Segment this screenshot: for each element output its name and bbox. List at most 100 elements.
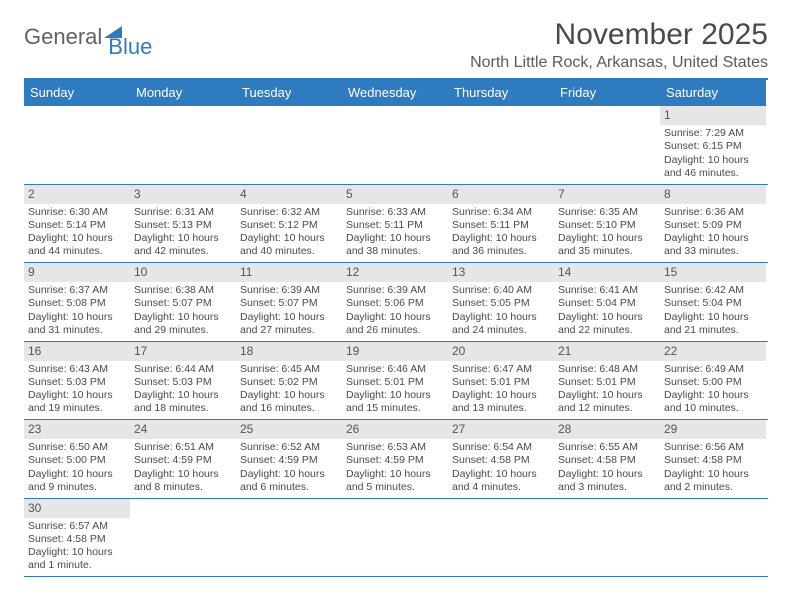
logo-text-blue: Blue bbox=[108, 34, 152, 60]
weeks-container: 1Sunrise: 7:29 AMSunset: 6:15 PMDaylight… bbox=[24, 106, 768, 577]
day-number: 21 bbox=[554, 342, 660, 361]
info-row: Sunrise: 7:29 AMSunset: 6:15 PMDaylight:… bbox=[24, 125, 768, 185]
day-info: Sunrise: 6:40 AMSunset: 5:05 PMDaylight:… bbox=[448, 282, 554, 341]
day-number: 22 bbox=[660, 342, 766, 361]
daylight-text: Daylight: 10 hours and 38 minutes. bbox=[346, 232, 444, 258]
day-number: 27 bbox=[448, 420, 554, 439]
sunset-text: Sunset: 4:59 PM bbox=[240, 454, 338, 467]
daylight-text: Daylight: 10 hours and 10 minutes. bbox=[664, 389, 762, 415]
sunrise-text: Sunrise: 6:53 AM bbox=[346, 441, 444, 454]
sunset-text: Sunset: 5:13 PM bbox=[134, 219, 232, 232]
day-number: 19 bbox=[342, 342, 448, 361]
sunset-text: Sunset: 5:14 PM bbox=[28, 219, 126, 232]
day-number bbox=[342, 499, 448, 518]
daylight-text: Daylight: 10 hours and 12 minutes. bbox=[558, 389, 656, 415]
day-number bbox=[554, 499, 660, 518]
day-number: 25 bbox=[236, 420, 342, 439]
day-number: 13 bbox=[448, 263, 554, 282]
day-info: Sunrise: 6:39 AMSunset: 5:06 PMDaylight:… bbox=[342, 282, 448, 341]
daylight-text: Daylight: 10 hours and 8 minutes. bbox=[134, 468, 232, 494]
day-number: 2 bbox=[24, 185, 130, 204]
daylight-text: Daylight: 10 hours and 33 minutes. bbox=[664, 232, 762, 258]
info-row: Sunrise: 6:30 AMSunset: 5:14 PM Daylight:… bbox=[24, 204, 768, 264]
day-number: 23 bbox=[24, 420, 130, 439]
sunset-text: Sunset: 5:11 PM bbox=[346, 219, 444, 232]
day-number bbox=[554, 106, 660, 125]
sunset-text: Sunset: 5:00 PM bbox=[664, 376, 762, 389]
daylight-text: Daylight: 10 hours and 3 minutes. bbox=[558, 468, 656, 494]
day-number bbox=[24, 106, 130, 125]
daynum-row: 2345678 bbox=[24, 185, 768, 204]
sunset-text: Sunset: 6:15 PM bbox=[664, 140, 762, 153]
sunrise-text: Sunrise: 6:34 AM bbox=[452, 206, 550, 219]
day-info bbox=[236, 518, 342, 577]
sunset-text: Sunset: 5:10 PM bbox=[558, 219, 656, 232]
day-number: 29 bbox=[660, 420, 766, 439]
sunrise-text: Sunrise: 6:32 AM bbox=[240, 206, 338, 219]
sunset-text: Sunset: 5:11 PM bbox=[452, 219, 550, 232]
daylight-text: Daylight: 10 hours and 18 minutes. bbox=[134, 389, 232, 415]
day-number: 9 bbox=[24, 263, 130, 282]
sunrise-text: Sunrise: 6:43 AM bbox=[28, 363, 126, 376]
daylight-text: Daylight: 10 hours and 1 minute. bbox=[28, 546, 126, 572]
sunrise-text: Sunrise: 6:40 AM bbox=[452, 284, 550, 297]
calendar-grid: Sunday Monday Tuesday Wednesday Thursday… bbox=[24, 78, 768, 577]
sunrise-text: Sunrise: 6:36 AM bbox=[664, 206, 762, 219]
sunrise-text: Sunrise: 6:42 AM bbox=[664, 284, 762, 297]
day-info: Sunrise: 6:55 AMSunset: 4:58 PMDaylight:… bbox=[554, 439, 660, 498]
sunset-text: Sunset: 5:03 PM bbox=[134, 376, 232, 389]
day-info: Sunrise: 6:50 AMSunset: 5:00 PMDaylight:… bbox=[24, 439, 130, 498]
daynum-row: 9101112131415 bbox=[24, 263, 768, 282]
sunset-text: Sunset: 5:01 PM bbox=[452, 376, 550, 389]
day-number: 5 bbox=[342, 185, 448, 204]
day-info bbox=[448, 125, 554, 184]
day-number: 7 bbox=[554, 185, 660, 204]
day-info: Sunrise: 7:29 AMSunset: 6:15 PMDaylight:… bbox=[660, 125, 766, 184]
day-info: Sunrise: 6:33 AMSunset: 5:11 PMDaylight:… bbox=[342, 204, 448, 263]
sunrise-text: Sunrise: 6:50 AM bbox=[28, 441, 126, 454]
day-info bbox=[554, 518, 660, 577]
daylight-text: Daylight: 10 hours and 9 minutes. bbox=[28, 468, 126, 494]
day-info: Sunrise: 6:47 AMSunset: 5:01 PMDaylight:… bbox=[448, 361, 554, 420]
brand-logo: General Blue bbox=[24, 24, 152, 50]
daylight-text: Daylight: 10 hours and 31 minutes. bbox=[28, 311, 126, 337]
day-number: 12 bbox=[342, 263, 448, 282]
page-header: General Blue November 2025 North Little … bbox=[24, 18, 768, 72]
daylight-text: Daylight: 10 hours and 35 minutes. bbox=[558, 232, 656, 258]
day-number bbox=[342, 106, 448, 125]
sunrise-text: Sunrise: 6:45 AM bbox=[240, 363, 338, 376]
day-info: Sunrise: 6:38 AMSunset: 5:07 PMDaylight:… bbox=[130, 282, 236, 341]
logo-text-general: General bbox=[24, 24, 102, 50]
day-info: Sunrise: 6:31 AMSunset: 5:13 PMDaylight:… bbox=[130, 204, 236, 263]
day-info bbox=[448, 518, 554, 577]
sunrise-text: Sunrise: 6:30 AM bbox=[28, 206, 126, 219]
sunrise-text: Sunrise: 6:44 AM bbox=[134, 363, 232, 376]
day-header: Thursday bbox=[448, 80, 554, 106]
sunset-text: Sunset: 5:04 PM bbox=[558, 297, 656, 310]
day-info: Sunrise: 6:49 AMSunset: 5:00 PMDaylight:… bbox=[660, 361, 766, 420]
sunrise-text: Sunrise: 6:46 AM bbox=[346, 363, 444, 376]
day-info bbox=[24, 125, 130, 184]
day-number bbox=[236, 106, 342, 125]
daynum-row: 30 bbox=[24, 499, 768, 518]
day-number: 3 bbox=[130, 185, 236, 204]
daylight-text: Daylight: 10 hours and 46 minutes. bbox=[664, 154, 762, 180]
sunrise-text: Sunrise: 7:29 AM bbox=[664, 127, 762, 140]
day-number: 16 bbox=[24, 342, 130, 361]
sunset-text: Sunset: 5:06 PM bbox=[346, 297, 444, 310]
daylight-text: Daylight: 10 hours and 2 minutes. bbox=[664, 468, 762, 494]
daylight-text: Daylight: 10 hours and 27 minutes. bbox=[240, 311, 338, 337]
daylight-text: Daylight: 10 hours and 4 minutes. bbox=[452, 468, 550, 494]
day-info bbox=[660, 518, 766, 577]
header-right: November 2025 North Little Rock, Arkansa… bbox=[470, 18, 768, 72]
sunrise-text: Sunrise: 6:39 AM bbox=[346, 284, 444, 297]
sunrise-text: Sunrise: 6:47 AM bbox=[452, 363, 550, 376]
sunset-text: Sunset: 4:59 PM bbox=[134, 454, 232, 467]
day-number: 6 bbox=[448, 185, 554, 204]
day-info: Sunrise: 6:46 AMSunset: 5:01 PMDaylight:… bbox=[342, 361, 448, 420]
day-info: Sunrise: 6:57 AMSunset: 4:58 PMDaylight:… bbox=[24, 518, 130, 577]
sunrise-text: Sunrise: 6:37 AM bbox=[28, 284, 126, 297]
day-info: Sunrise: 6:32 AMSunset: 5:12 PMDaylight:… bbox=[236, 204, 342, 263]
day-number bbox=[448, 499, 554, 518]
sunrise-text: Sunrise: 6:48 AM bbox=[558, 363, 656, 376]
